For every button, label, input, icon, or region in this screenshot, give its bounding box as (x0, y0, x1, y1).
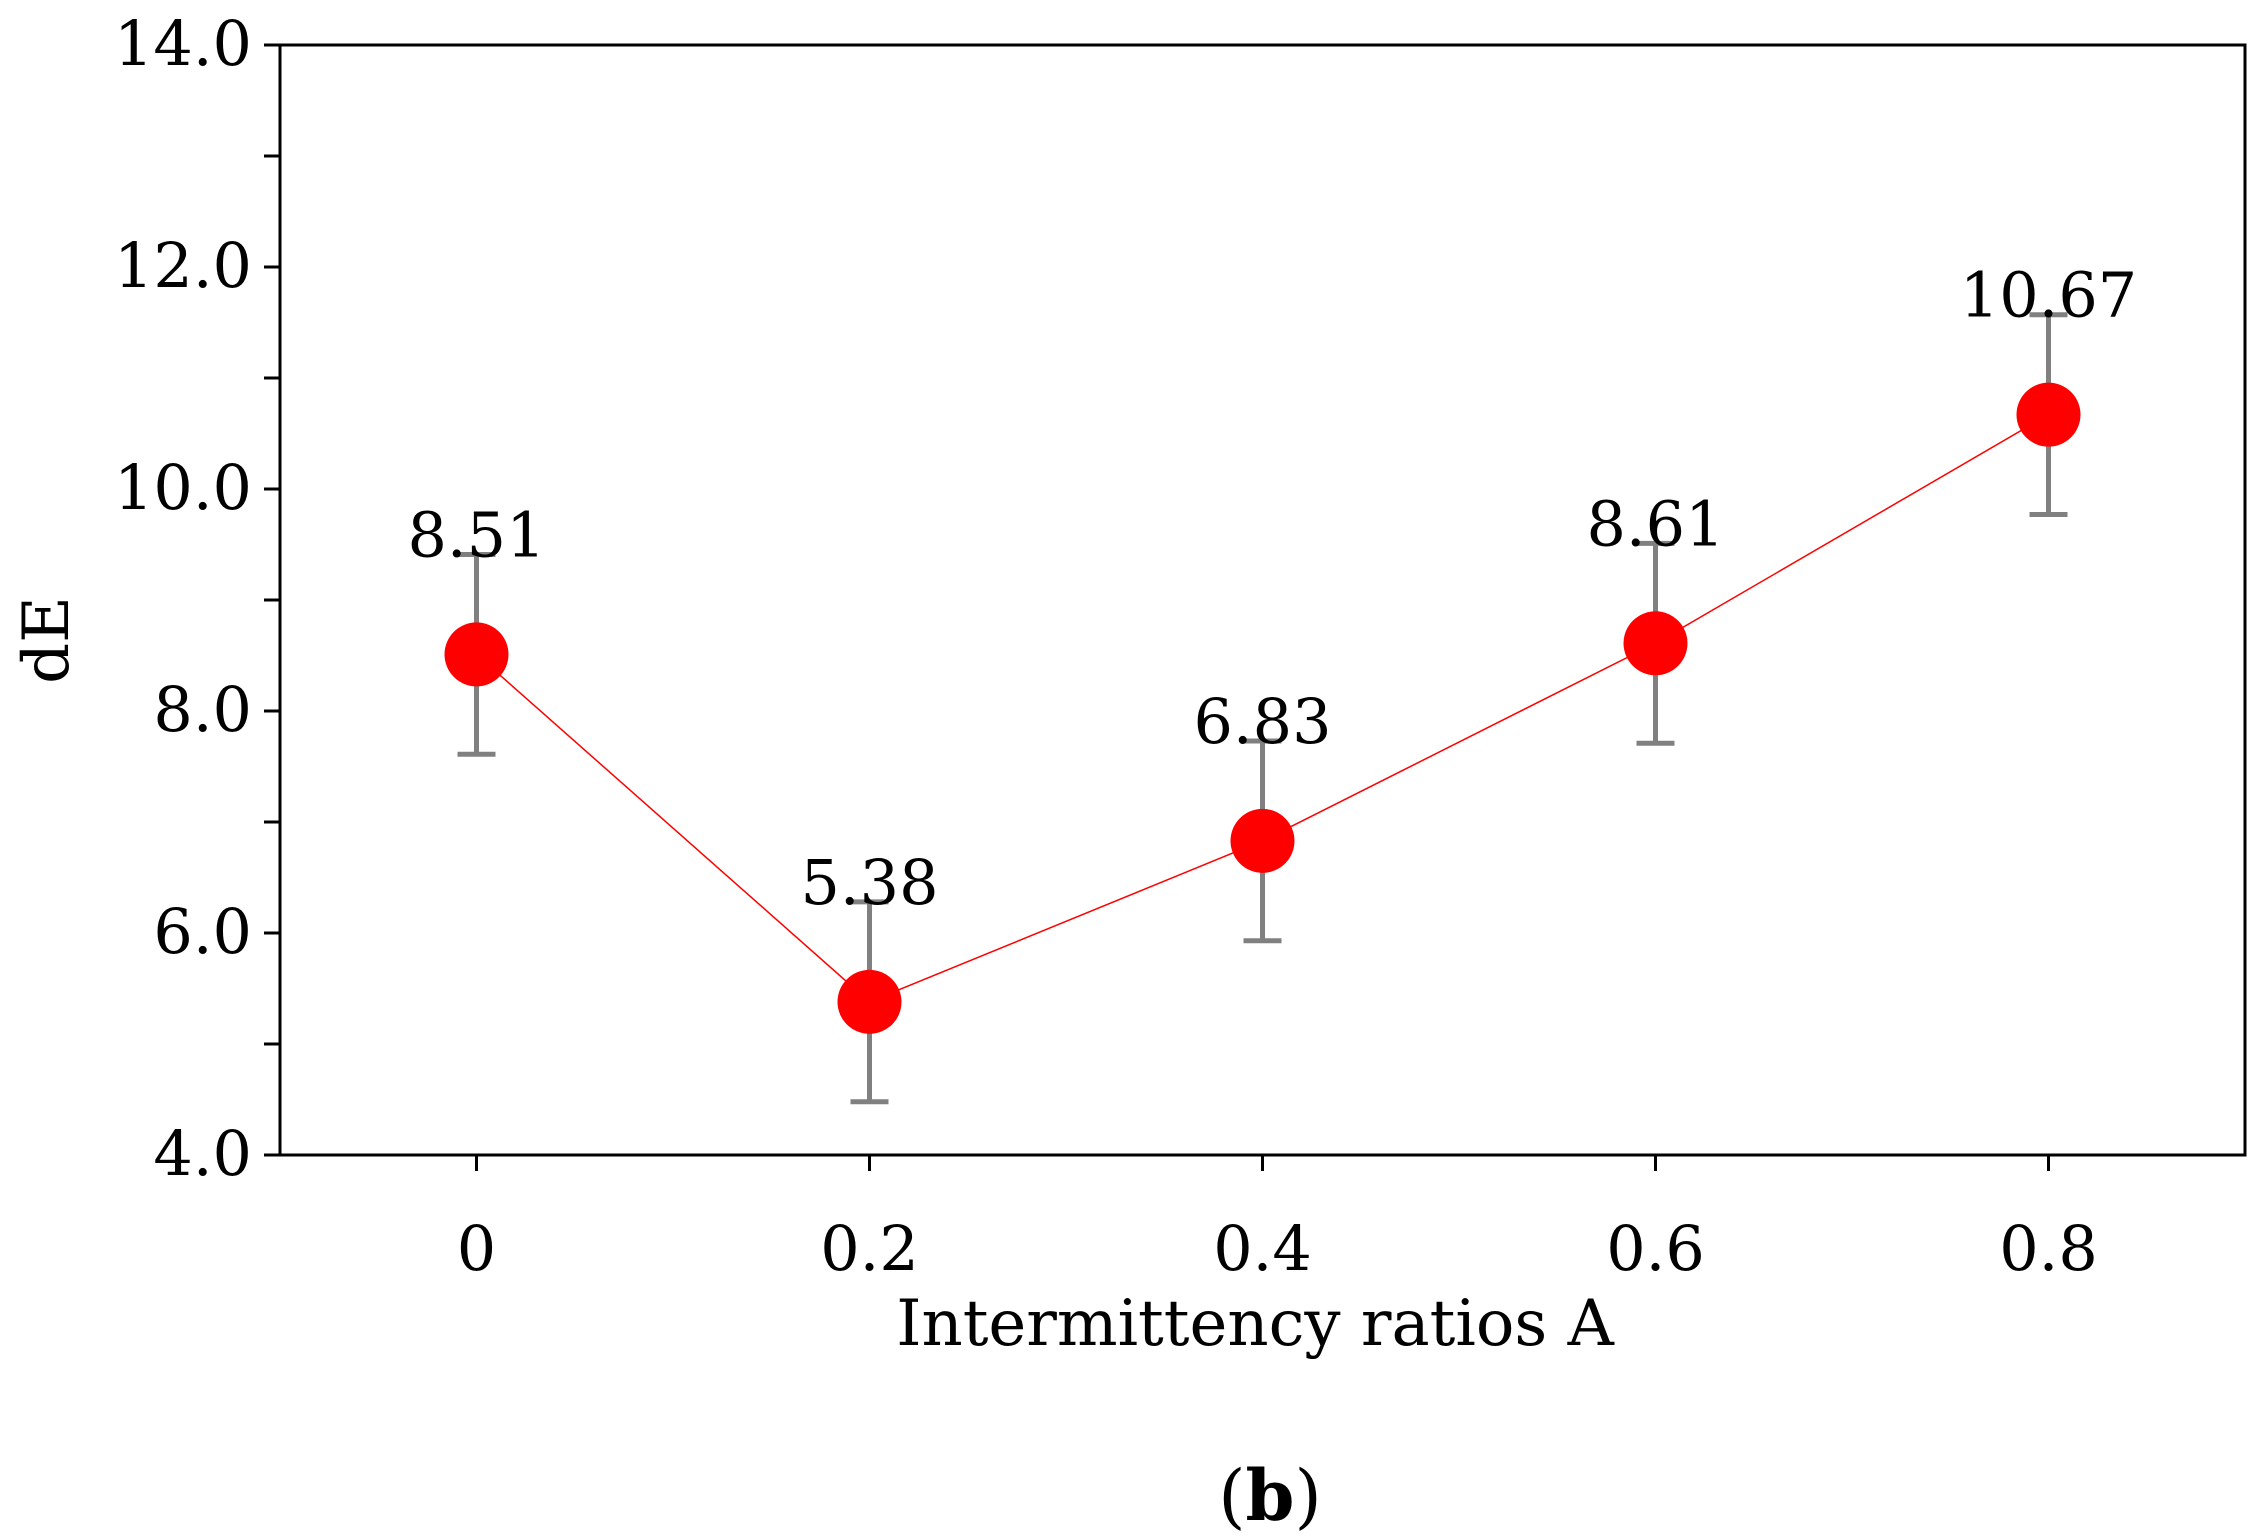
x-tick-label: 0.2 (820, 1212, 919, 1285)
y-tick-label: 14.0 (114, 7, 252, 80)
data-label: 5.38 (800, 846, 938, 919)
y-tick-label: 12.0 (114, 229, 252, 302)
x-axis-title: Intermittency ratios A (896, 1287, 1614, 1361)
panel-label-letter: b (1246, 1454, 1295, 1536)
data-point (837, 969, 902, 1034)
data-label: 8.51 (407, 498, 545, 571)
panel-label: (b) (1218, 1454, 1322, 1536)
y-tick-label: 4.0 (153, 1117, 252, 1190)
y-tick-label: 8.0 (153, 673, 252, 746)
panel-label-close: ) (1294, 1455, 1321, 1536)
x-tick-label: 0 (457, 1212, 496, 1285)
data-label: 8.61 (1586, 487, 1724, 560)
data-point (1230, 808, 1295, 873)
y-tick-label: 6.0 (153, 895, 252, 968)
data-label: 6.83 (1193, 685, 1331, 758)
plot-area-frame (278, 43, 2247, 1157)
data-point (2016, 382, 2081, 447)
data-label: 10.67 (1960, 259, 2138, 332)
data-point (444, 622, 509, 687)
y-axis-title: dE (10, 596, 84, 684)
x-tick-label: 0.4 (1213, 1212, 1312, 1285)
data-point (1623, 611, 1688, 676)
x-tick-label: 0.8 (1999, 1212, 2098, 1285)
x-tick-label: 0.6 (1606, 1212, 1705, 1285)
y-tick-label: 10.0 (114, 451, 252, 524)
panel-label-open: ( (1218, 1455, 1245, 1536)
